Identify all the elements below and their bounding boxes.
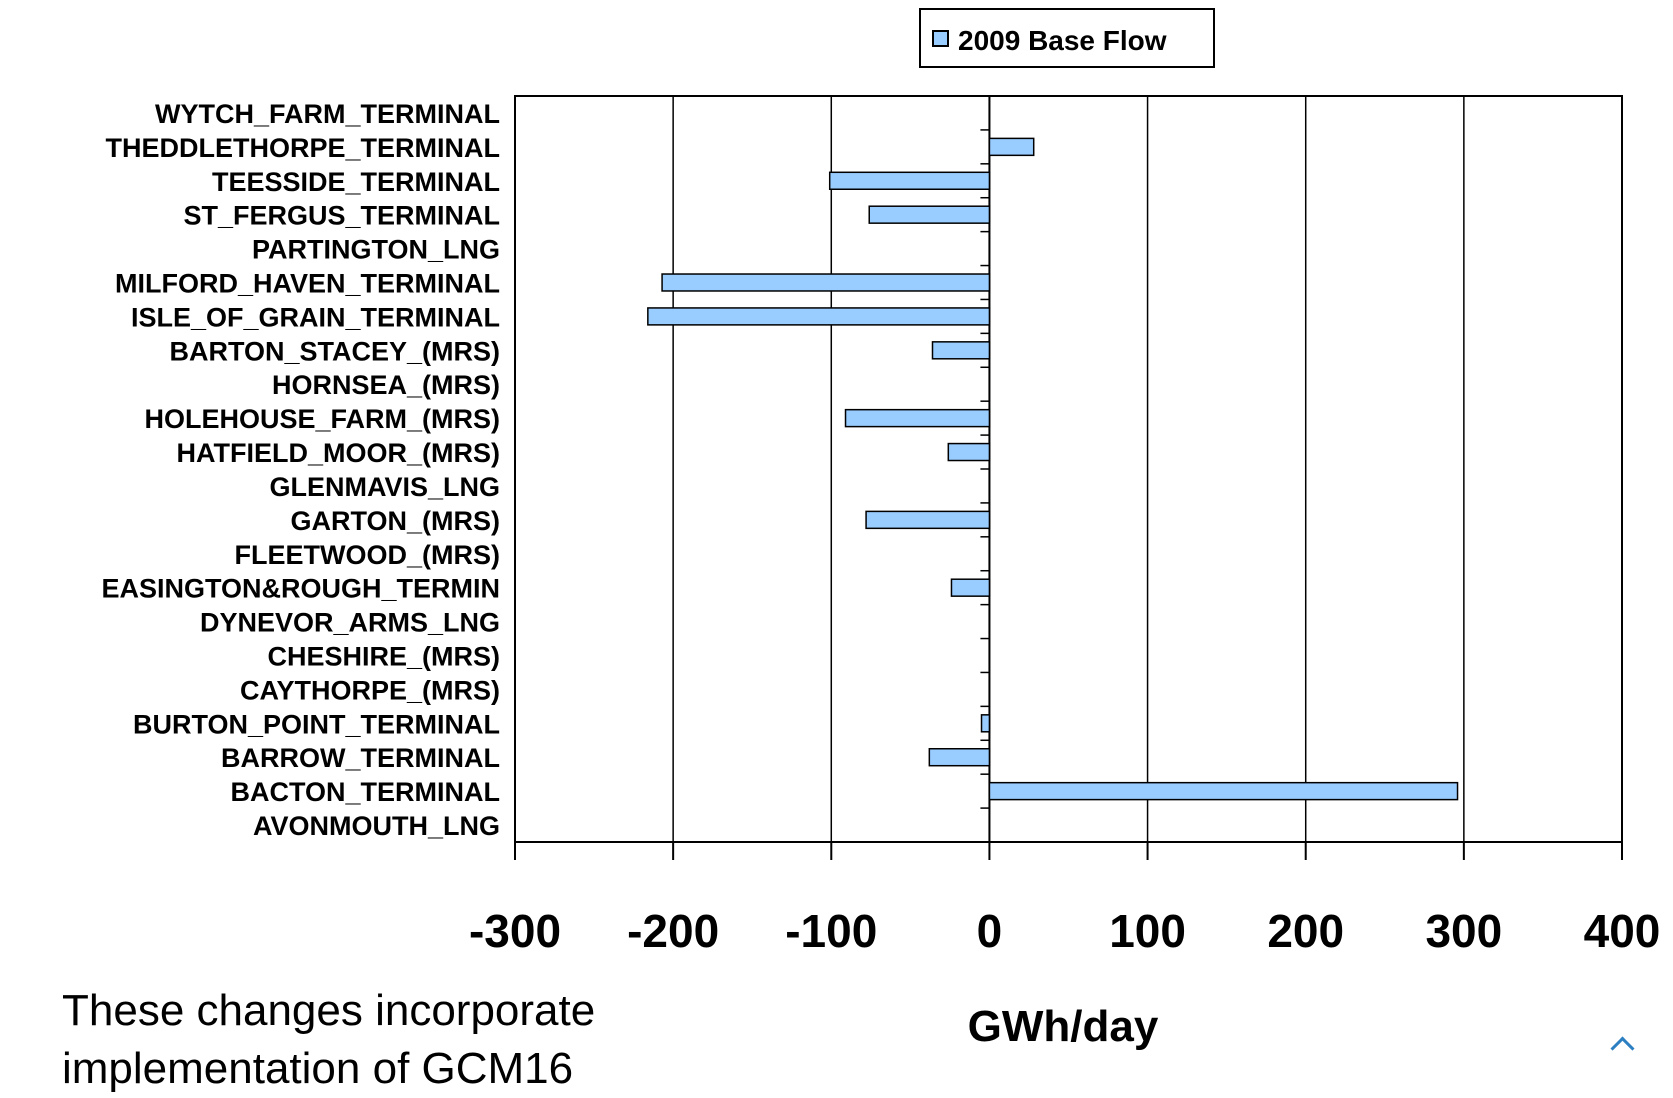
category-labels: WYTCH_FARM_TERMINAL THEDDLETHORPE_TERMINA… xyxy=(101,99,500,841)
gridlines xyxy=(672,96,1465,842)
bar xyxy=(844,408,991,428)
bar xyxy=(980,714,991,733)
category-label: BACTON_TERMINAL xyxy=(231,777,501,807)
category-label: HATFIELD_MOOR_(MRS) xyxy=(177,438,501,468)
bar xyxy=(828,171,991,191)
category-label: THEDDLETHORPE_TERMINAL xyxy=(105,133,500,163)
footnote-line-1: These changes incorporate xyxy=(62,986,596,1035)
category-label: AVONMOUTH_LNG xyxy=(253,811,500,841)
bar-series xyxy=(647,137,1459,801)
bar xyxy=(868,205,991,224)
category-label: MILFORD_HAVEN_TERMINAL xyxy=(115,269,500,299)
x-tick-label: 300 xyxy=(1425,905,1502,957)
category-label: BARTON_STACEY_(MRS) xyxy=(169,336,500,366)
category-label: HORNSEA_(MRS) xyxy=(272,370,500,400)
bar xyxy=(931,341,991,360)
bar xyxy=(661,273,991,292)
legend-label: 2009 Base Flow xyxy=(958,25,1167,56)
category-label: BURTON_POINT_TERMINAL xyxy=(133,709,500,739)
x-tick-label: 200 xyxy=(1267,905,1344,957)
category-label: HOLEHOUSE_FARM_(MRS) xyxy=(144,404,500,434)
footnote-line-2: implementation of GCM16 xyxy=(62,1044,574,1093)
bar xyxy=(647,307,991,326)
category-label: ST_FERGUS_TERMINAL xyxy=(183,201,500,231)
x-tick-label: -200 xyxy=(627,905,719,957)
category-label: CAYTHORPE_(MRS) xyxy=(240,675,500,705)
bar xyxy=(950,578,991,597)
category-label: DYNEVOR_ARMS_LNG xyxy=(200,608,500,638)
bar xyxy=(865,510,991,530)
category-label: GLENMAVIS_LNG xyxy=(269,472,500,502)
footnote-text: These changes incorporate implementation… xyxy=(62,982,702,1098)
x-tick-label: -100 xyxy=(785,905,877,957)
category-label: EASINGTON&ROUGH_TERMIN xyxy=(101,574,500,604)
bar xyxy=(947,442,991,462)
category-label: GARTON_(MRS) xyxy=(290,506,500,536)
bar xyxy=(988,137,1035,157)
category-label: ISLE_OF_GRAIN_TERMINAL xyxy=(131,302,500,332)
bar-chart: WYTCH_FARM_TERMINAL THEDDLETHORPE_TERMINA… xyxy=(101,8,1660,1051)
legend-swatch xyxy=(932,30,949,47)
category-label: TEESSIDE_TERMINAL xyxy=(212,167,500,197)
legend-box xyxy=(919,8,1215,68)
x-tick-label: 400 xyxy=(1584,905,1661,957)
category-label: PARTINGTON_LNG xyxy=(252,235,500,265)
bar xyxy=(928,748,991,767)
plot-area xyxy=(514,95,1623,843)
category-label: WYTCH_FARM_TERMINAL xyxy=(155,99,500,129)
x-axis: -300 -200 -100 0 100 200 300 400 xyxy=(469,842,1660,957)
category-label: CHESHIRE_(MRS) xyxy=(267,642,500,672)
bar xyxy=(988,781,1459,801)
x-axis-title: GWh/day xyxy=(968,1002,1159,1051)
x-tick-label: 0 xyxy=(977,905,1003,957)
x-tick-label: 100 xyxy=(1109,905,1186,957)
x-tick-label: -300 xyxy=(469,905,561,957)
category-label: FLEETWOOD_(MRS) xyxy=(235,540,500,570)
legend: 2009 Base Flow xyxy=(919,8,1215,68)
category-label: BARROW_TERMINAL xyxy=(221,743,500,773)
